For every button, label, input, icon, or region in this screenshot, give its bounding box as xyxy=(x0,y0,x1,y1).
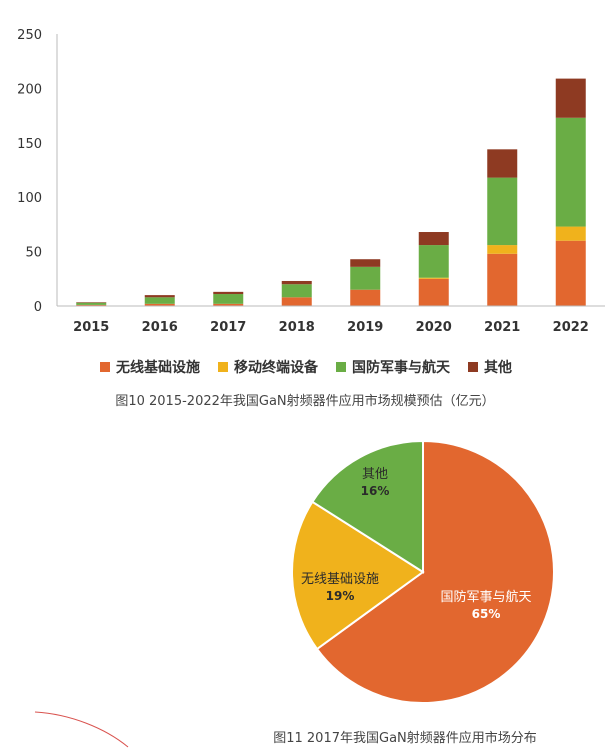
legend-item-defense: 国防军事与航天 xyxy=(336,357,450,377)
x-tick-label: 2022 xyxy=(553,320,589,335)
bar-segment-2018-other xyxy=(281,280,312,285)
y-axis: 0 50 100 150 200 250 xyxy=(17,28,58,315)
bar-segment-2017-other xyxy=(213,291,244,295)
legend-item-wireless: 无线基础设施 xyxy=(100,357,200,377)
legend-label: 移动终端设备 xyxy=(234,360,318,376)
bar-segment-2022-mobile xyxy=(555,226,586,241)
bar-segment-2021-mobile xyxy=(487,245,518,254)
legend-swatch-wireless xyxy=(100,362,110,372)
pie-slice-name: 无线基础设施 xyxy=(301,572,379,587)
legend-label: 其他 xyxy=(484,360,512,376)
figure-11-caption: 图11 2017年我国GaN射频器件应用市场分布 xyxy=(273,731,537,746)
pie-slices xyxy=(291,439,555,704)
bar-segment-2020-other xyxy=(418,232,449,246)
pie-slice-name: 其他 xyxy=(362,467,388,482)
x-tick-label: 2019 xyxy=(347,320,383,335)
bar-segment-2021-wireless xyxy=(487,253,518,306)
pie-slice-3 xyxy=(311,439,424,574)
bar-segment-2021-defense xyxy=(487,177,518,246)
bar-segment-2019-wireless xyxy=(350,289,381,306)
legend-label: 国防军事与航天 xyxy=(352,360,450,376)
y-tick-label: 150 xyxy=(17,137,42,152)
x-tick-label: 2018 xyxy=(279,320,315,335)
x-tick-label: 2015 xyxy=(73,320,109,335)
legend-label: 无线基础设施 xyxy=(116,360,200,376)
x-tick-label: 2017 xyxy=(210,320,246,335)
bar-segment-2020-defense xyxy=(418,245,449,278)
legend-item-mobile: 移动终端设备 xyxy=(218,357,318,377)
legend-swatch-defense xyxy=(336,362,346,372)
pie-slice-2 xyxy=(291,500,425,651)
bar-segment-2020-mobile xyxy=(418,277,449,279)
pie-labels: 国防军事与航天 65% 无线基础设施 19% 其他 16% xyxy=(301,467,532,621)
bar-segment-2015-wireless xyxy=(76,304,107,306)
bar-segment-2020-wireless xyxy=(418,278,449,306)
bar-segment-2018-wireless xyxy=(281,297,312,306)
bar-segment-2019-defense xyxy=(350,266,381,290)
decorative-curve xyxy=(34,711,129,748)
pie-slice-1 xyxy=(315,439,555,704)
pie-slice-percent: 65% xyxy=(472,607,501,621)
bar-segment-2022-defense xyxy=(555,117,586,227)
chart-legend: 无线基础设施 移动终端设备 国防军事与航天 其他 xyxy=(100,356,570,378)
legend-swatch-mobile xyxy=(218,362,228,372)
y-tick-label: 50 xyxy=(25,246,42,261)
bar-segment-2018-defense xyxy=(281,284,312,298)
x-axis: 2015 2016 2017 2018 2019 2020 2021 2022 xyxy=(57,305,605,335)
figure-10-caption: 图10 2015-2022年我国GaN射频器件应用市场规模预估（亿元） xyxy=(115,394,495,409)
bar-segment-2016-wireless xyxy=(144,303,175,306)
bar-segment-2016-defense xyxy=(144,297,175,304)
x-tick-label: 2021 xyxy=(484,320,520,335)
legend-swatch-other xyxy=(468,362,478,372)
pie-slice-percent: 16% xyxy=(361,484,390,498)
bar-segment-2019-other xyxy=(350,259,381,267)
y-tick-label: 100 xyxy=(17,191,42,206)
bar-segment-2015-defense xyxy=(76,302,107,305)
bar-segment-2015-other xyxy=(76,302,107,303)
bar-series xyxy=(76,78,586,306)
bar-segment-2021-other xyxy=(487,149,518,178)
pie-slice-percent: 19% xyxy=(326,589,355,603)
pie-chart: 国防军事与航天 65% 无线基础设施 19% 其他 16% xyxy=(291,439,555,704)
y-tick-label: 250 xyxy=(17,28,42,43)
y-tick-label: 0 xyxy=(34,300,42,315)
bar-segment-2017-defense xyxy=(213,294,244,304)
bar-segment-2022-other xyxy=(555,78,586,118)
y-tick-label: 200 xyxy=(17,82,42,97)
x-tick-label: 2020 xyxy=(416,320,452,335)
bar-segment-2017-wireless xyxy=(213,303,244,306)
bar-segment-2016-other xyxy=(144,295,175,298)
pie-slice-name: 国防军事与航天 xyxy=(440,589,531,605)
x-tick-label: 2016 xyxy=(142,320,178,335)
legend-item-other: 其他 xyxy=(468,357,512,377)
bar-segment-2022-wireless xyxy=(555,240,586,306)
stacked-bar-chart: 0 50 100 150 200 250 2015 2016 2017 2018 2019 2020… xyxy=(17,28,605,335)
